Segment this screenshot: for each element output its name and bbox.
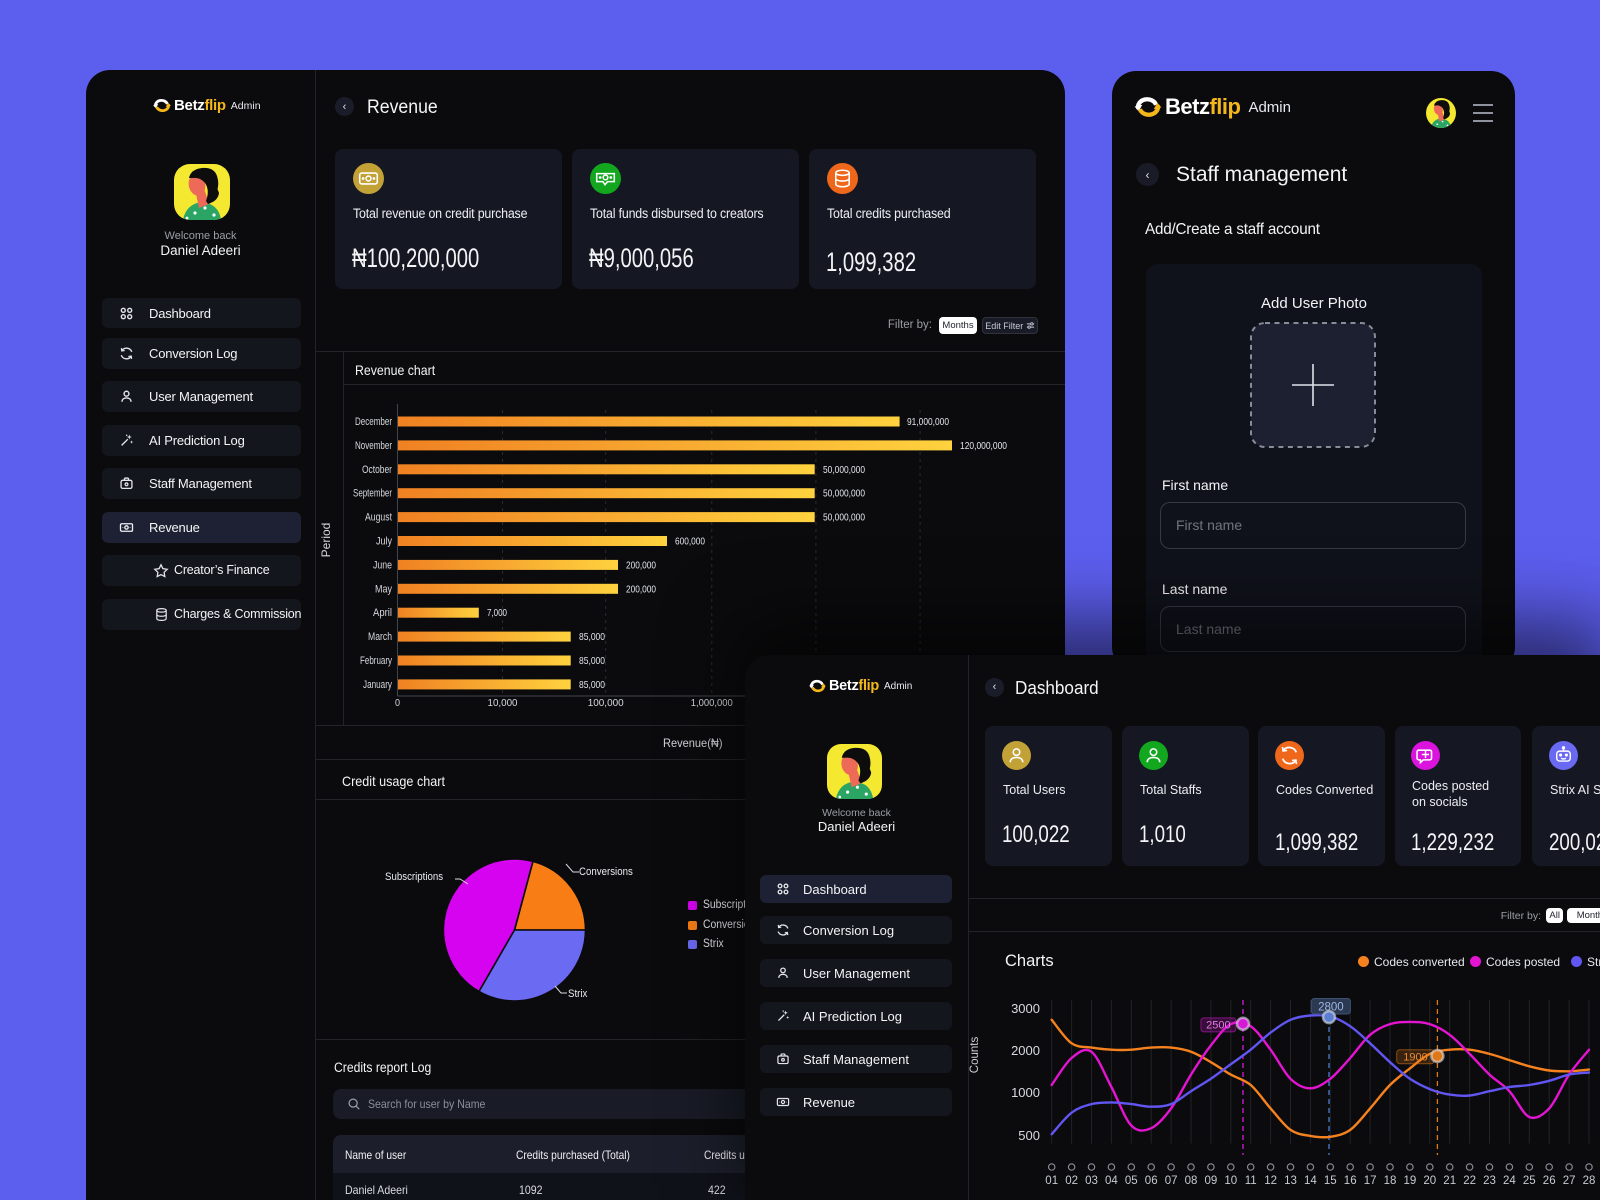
svg-text:2500: 2500 bbox=[1206, 1020, 1230, 1032]
svg-text:0: 0 bbox=[395, 697, 400, 709]
svg-text:1,000,000: 1,000,000 bbox=[691, 697, 733, 709]
svg-text:7,000: 7,000 bbox=[487, 607, 507, 619]
svg-text:03: 03 bbox=[1085, 1175, 1098, 1187]
svg-text:October: October bbox=[362, 464, 392, 476]
svg-text:23: 23 bbox=[1483, 1175, 1496, 1187]
svg-text:200,000: 200,000 bbox=[626, 583, 656, 595]
svg-text:91,000,000: 91,000,000 bbox=[907, 416, 949, 428]
svg-text:May: May bbox=[375, 583, 392, 595]
svg-text:Period: Period bbox=[319, 523, 333, 558]
svg-text:85,000: 85,000 bbox=[579, 655, 605, 667]
svg-text:15: 15 bbox=[1324, 1175, 1337, 1187]
svg-text:25: 25 bbox=[1523, 1175, 1536, 1187]
svg-text:1900: 1900 bbox=[1403, 1051, 1427, 1063]
svg-text:28: 28 bbox=[1583, 1175, 1596, 1187]
svg-text:07: 07 bbox=[1165, 1175, 1178, 1187]
svg-text:21: 21 bbox=[1443, 1175, 1456, 1187]
svg-text:Counts: Counts bbox=[969, 1037, 981, 1074]
svg-text:08: 08 bbox=[1185, 1175, 1198, 1187]
svg-text:06: 06 bbox=[1145, 1175, 1158, 1187]
svg-text:50,000,000: 50,000,000 bbox=[823, 512, 865, 524]
svg-text:19: 19 bbox=[1404, 1175, 1417, 1187]
svg-text:June: June bbox=[373, 559, 392, 571]
svg-text:July: July bbox=[376, 536, 392, 548]
svg-text:27: 27 bbox=[1563, 1175, 1576, 1187]
svg-text:02: 02 bbox=[1065, 1175, 1078, 1187]
svg-text:05: 05 bbox=[1125, 1175, 1138, 1187]
svg-text:50,000,000: 50,000,000 bbox=[823, 464, 865, 476]
svg-text:600,000: 600,000 bbox=[675, 536, 705, 548]
svg-text:August: August bbox=[365, 512, 392, 524]
svg-text:14: 14 bbox=[1304, 1175, 1317, 1187]
svg-text:04: 04 bbox=[1105, 1175, 1118, 1187]
svg-text:September: September bbox=[353, 488, 392, 500]
svg-text:April: April bbox=[373, 607, 392, 619]
svg-text:12: 12 bbox=[1264, 1175, 1277, 1187]
svg-text:01: 01 bbox=[1045, 1175, 1058, 1187]
svg-text:March: March bbox=[368, 631, 392, 643]
svg-text:22: 22 bbox=[1463, 1175, 1476, 1187]
svg-text:2800: 2800 bbox=[1318, 1002, 1344, 1014]
svg-text:13: 13 bbox=[1284, 1175, 1297, 1187]
svg-text:11: 11 bbox=[1245, 1175, 1257, 1187]
svg-text:16: 16 bbox=[1344, 1175, 1357, 1187]
svg-text:50,000,000: 50,000,000 bbox=[823, 488, 865, 500]
svg-text:85,000: 85,000 bbox=[579, 631, 605, 643]
svg-text:November: November bbox=[355, 440, 392, 452]
svg-text:18: 18 bbox=[1384, 1175, 1397, 1187]
svg-text:100,000: 100,000 bbox=[588, 697, 624, 709]
svg-text:26: 26 bbox=[1543, 1175, 1556, 1187]
svg-text:120,000,000: 120,000,000 bbox=[960, 440, 1007, 452]
svg-text:24: 24 bbox=[1503, 1175, 1516, 1187]
svg-text:10,000: 10,000 bbox=[488, 697, 518, 709]
svg-text:85,000: 85,000 bbox=[579, 679, 605, 691]
svg-text:200,000: 200,000 bbox=[626, 559, 656, 571]
svg-text:February: February bbox=[360, 655, 392, 667]
svg-text:December: December bbox=[355, 416, 392, 428]
svg-text:January: January bbox=[363, 679, 392, 691]
svg-text:09: 09 bbox=[1205, 1175, 1218, 1187]
svg-text:17: 17 bbox=[1364, 1175, 1377, 1187]
svg-text:10: 10 bbox=[1224, 1175, 1237, 1187]
svg-text:20: 20 bbox=[1423, 1175, 1436, 1187]
